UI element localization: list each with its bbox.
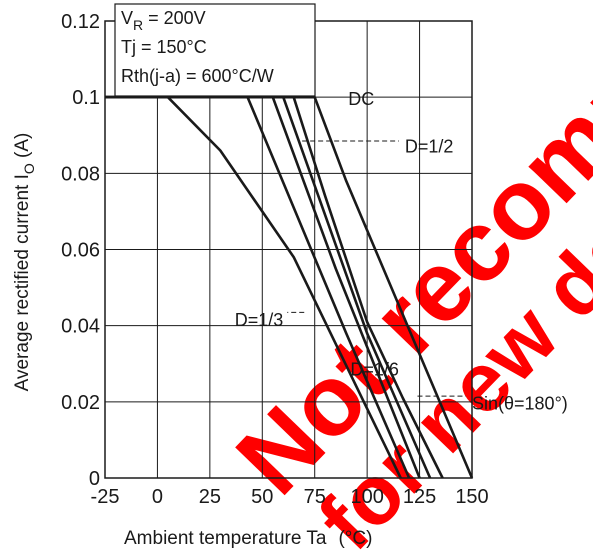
conditions-frame	[114, 3, 316, 97]
x-tick-label: 25	[199, 486, 221, 508]
x-label-unit: (°C)	[338, 528, 372, 549]
condition-rth: Rth(j-a) = 600°C/W	[121, 66, 274, 86]
data-curves	[105, 95, 474, 479]
y-tick-label: 0.08	[61, 163, 100, 185]
annotation-label: D=1/3	[235, 310, 284, 330]
y-label-sub: O	[21, 163, 37, 174]
y-label-main: Average rectified current I	[12, 174, 33, 391]
y-tick-label: 0.02	[61, 392, 100, 414]
x-label-main: Ambient temperature Ta	[124, 528, 327, 549]
x-tick-label: 0	[152, 486, 163, 508]
annotation-label: D=1/6	[350, 359, 399, 379]
y-tick-label: 0.1	[72, 87, 100, 109]
series-line	[105, 95, 411, 479]
x-tick-label: -25	[91, 486, 120, 508]
x-tick-label: 125	[403, 486, 436, 508]
annotation-label: DC	[348, 89, 374, 109]
x-tick-label: 150	[455, 486, 488, 508]
tick-labels: -25 0 25 50 75 100 125 15000.020.040.060.080.10…	[61, 11, 489, 508]
vr-prefix: V	[121, 8, 133, 28]
annotation-label: D=1/2	[405, 137, 454, 157]
x-tick-label: 100	[350, 486, 383, 508]
vr-value: = 200V	[143, 8, 206, 28]
y-tick-label: 0	[89, 468, 100, 490]
condition-vr: VR = 200V	[121, 8, 206, 33]
y-tick-label: 0.04	[61, 316, 100, 338]
series-line	[105, 95, 402, 479]
annotation-labels: DC D=1/2 D=1/3 D=1/6 Sin(θ=180°)	[235, 89, 568, 414]
annotation-leaders	[287, 140, 466, 397]
x-tick-label: 50	[251, 486, 273, 508]
y-tick-label: 0.06	[61, 240, 100, 262]
vr-subscript: R	[133, 17, 143, 33]
annotation-label: Sin(θ=180°)	[472, 394, 568, 414]
y-tick-label: 0.12	[61, 11, 100, 33]
conditions-box: VR = 200V Tj = 150°C Rth(j-a) = 600°C/W	[114, 3, 316, 97]
x-tick-label: 75	[304, 486, 326, 508]
y-axis-label: Average rectified current IO (A)	[12, 133, 37, 392]
condition-tj: Tj = 150°C	[121, 37, 207, 57]
x-axis-label: Ambient temperature Ta (°C)	[124, 528, 372, 549]
y-label-unit: (A)	[12, 133, 33, 158]
